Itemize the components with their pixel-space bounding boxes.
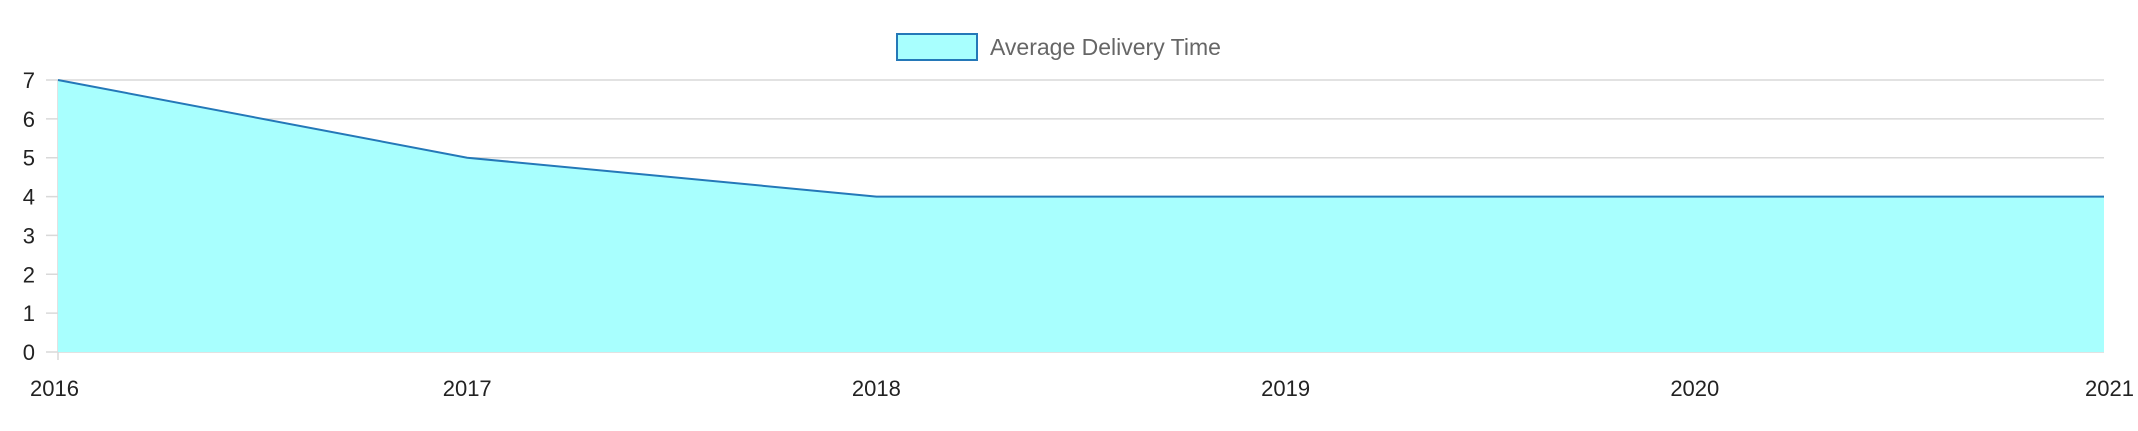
data-point[interactable] — [1690, 192, 1700, 202]
y-tick-label: 3 — [23, 223, 35, 248]
series-area-fill — [58, 80, 2104, 352]
x-tick-label: 2021 — [2085, 376, 2134, 401]
y-tick-label: 2 — [23, 262, 35, 287]
x-axis: 2016 2017 2018 2019 2020 2021 — [30, 376, 2134, 401]
data-point[interactable] — [53, 75, 63, 85]
x-tick-label: 2017 — [443, 376, 492, 401]
y-axis: 0 1 2 3 4 5 6 7 — [23, 68, 35, 365]
legend[interactable]: Average Delivery Time — [896, 33, 1221, 61]
series-line — [57, 79, 2104, 198]
y-tick-label: 6 — [23, 107, 35, 132]
y-tick-label: 0 — [23, 340, 35, 365]
y-tick-label: 7 — [23, 68, 35, 93]
y-tick-label: 1 — [23, 301, 35, 326]
legend-label[interactable]: Average Delivery Time — [990, 34, 1221, 60]
plot-area — [53, 75, 2109, 352]
data-point[interactable] — [462, 153, 472, 163]
data-point[interactable] — [2099, 192, 2109, 202]
x-tick-label: 2020 — [1670, 376, 1719, 401]
data-point[interactable] — [1281, 192, 1291, 202]
data-point[interactable] — [871, 192, 881, 202]
legend-swatch[interactable] — [896, 33, 978, 61]
y-tick-label: 5 — [23, 146, 35, 171]
x-tick-label: 2018 — [852, 376, 901, 401]
x-tick-label: 2016 — [30, 376, 79, 401]
y-tick-label: 4 — [23, 185, 35, 210]
x-tick-label: 2019 — [1261, 376, 1310, 401]
